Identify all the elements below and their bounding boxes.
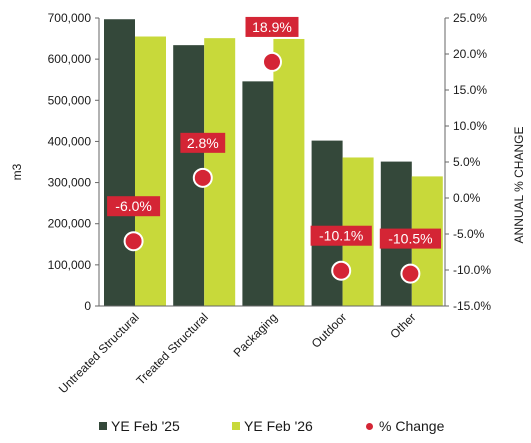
y2-tick-label: 15.0% xyxy=(453,83,487,97)
data-label: -10.1% xyxy=(319,228,363,244)
percent-change-markers: -6.0% 2.8% 18.9% -10.1% -10.5% xyxy=(107,16,441,284)
legend-marker-change xyxy=(366,422,373,430)
change-marker xyxy=(262,51,282,72)
change-marker xyxy=(331,260,352,281)
legend-item-change: % Change xyxy=(366,418,444,434)
y2-tick-label: -10.0% xyxy=(453,263,491,277)
y-tick-label: 400,000 xyxy=(48,134,92,148)
bar-series-1-category-4 xyxy=(311,140,343,306)
x-tick-label: Outdoor xyxy=(309,310,350,351)
data-label-box xyxy=(379,228,441,249)
y2-tick-label: -15.0% xyxy=(453,299,491,313)
bar-series-1-category-3 xyxy=(242,81,274,306)
y2-axis-title: ANNUAL % CHANGE xyxy=(512,127,526,244)
y-axis-title: m3 xyxy=(10,163,24,180)
data-label: 2.8% xyxy=(187,135,219,151)
data-label-box xyxy=(180,132,226,153)
legend-swatch-series-1 xyxy=(99,422,107,430)
y-tick-label: 200,000 xyxy=(48,217,92,231)
y-tick-label: 100,000 xyxy=(48,258,92,272)
legend-label-series-2: YE Feb '26 xyxy=(244,418,313,434)
legend-label-change: % Change xyxy=(379,418,445,434)
y-tick-label: 500,000 xyxy=(48,93,92,107)
data-label-box xyxy=(310,225,372,246)
x-tick-label: Other xyxy=(387,310,418,341)
bar-series-2-category-3 xyxy=(273,38,305,307)
y-tick-label: 700,000 xyxy=(48,11,92,25)
legend-item-series-2: YE Feb '26 xyxy=(232,418,313,434)
y2-tick-label: 20.0% xyxy=(453,47,487,61)
y-tick-label: 600,000 xyxy=(48,52,92,66)
x-tick-label: Treated Structural xyxy=(133,310,211,388)
data-label: -10.5% xyxy=(388,231,432,247)
y2-tick-label: 25.0% xyxy=(453,11,487,25)
y2-tick-label: 10.0% xyxy=(453,119,487,133)
x-tick-label: Untreated Structural xyxy=(56,310,142,396)
data-label: -6.0% xyxy=(115,198,152,214)
chart: 0 100,000 200,000 300,000 400,000 500,000 600,… xyxy=(10,11,526,396)
bar-series-2-category-1 xyxy=(135,36,166,307)
y2-axis-ticks: -15.0% -10.0% -5.0% 0.0% 5.0% 10.0% 15.0% 20.0%… xyxy=(445,11,491,313)
data-label: 18.9% xyxy=(252,19,292,35)
change-marker xyxy=(123,231,144,252)
y2-tick-label: 5.0% xyxy=(453,155,481,169)
change-marker xyxy=(400,263,421,284)
y-axis-ticks: 0 100,000 200,000 300,000 400,000 500,000 600,… xyxy=(48,11,99,313)
y-tick-label: 0 xyxy=(84,299,91,313)
x-tick-label: Packaging xyxy=(231,310,281,360)
y2-tick-label: -5.0% xyxy=(453,227,485,241)
change-marker xyxy=(192,167,213,188)
legend-item-series-1: YE Feb '25 xyxy=(99,418,180,434)
bar-series-1-category-1 xyxy=(104,19,135,307)
y2-tick-label: 0.0% xyxy=(453,191,481,205)
data-label-box xyxy=(245,16,299,37)
legend: YE Feb '25 YE Feb '26 % Change xyxy=(0,418,531,438)
legend-label-series-1: YE Feb '25 xyxy=(111,418,180,434)
data-label-box xyxy=(107,196,161,217)
legend-swatch-series-2 xyxy=(232,422,240,430)
y-tick-label: 300,000 xyxy=(48,176,92,190)
